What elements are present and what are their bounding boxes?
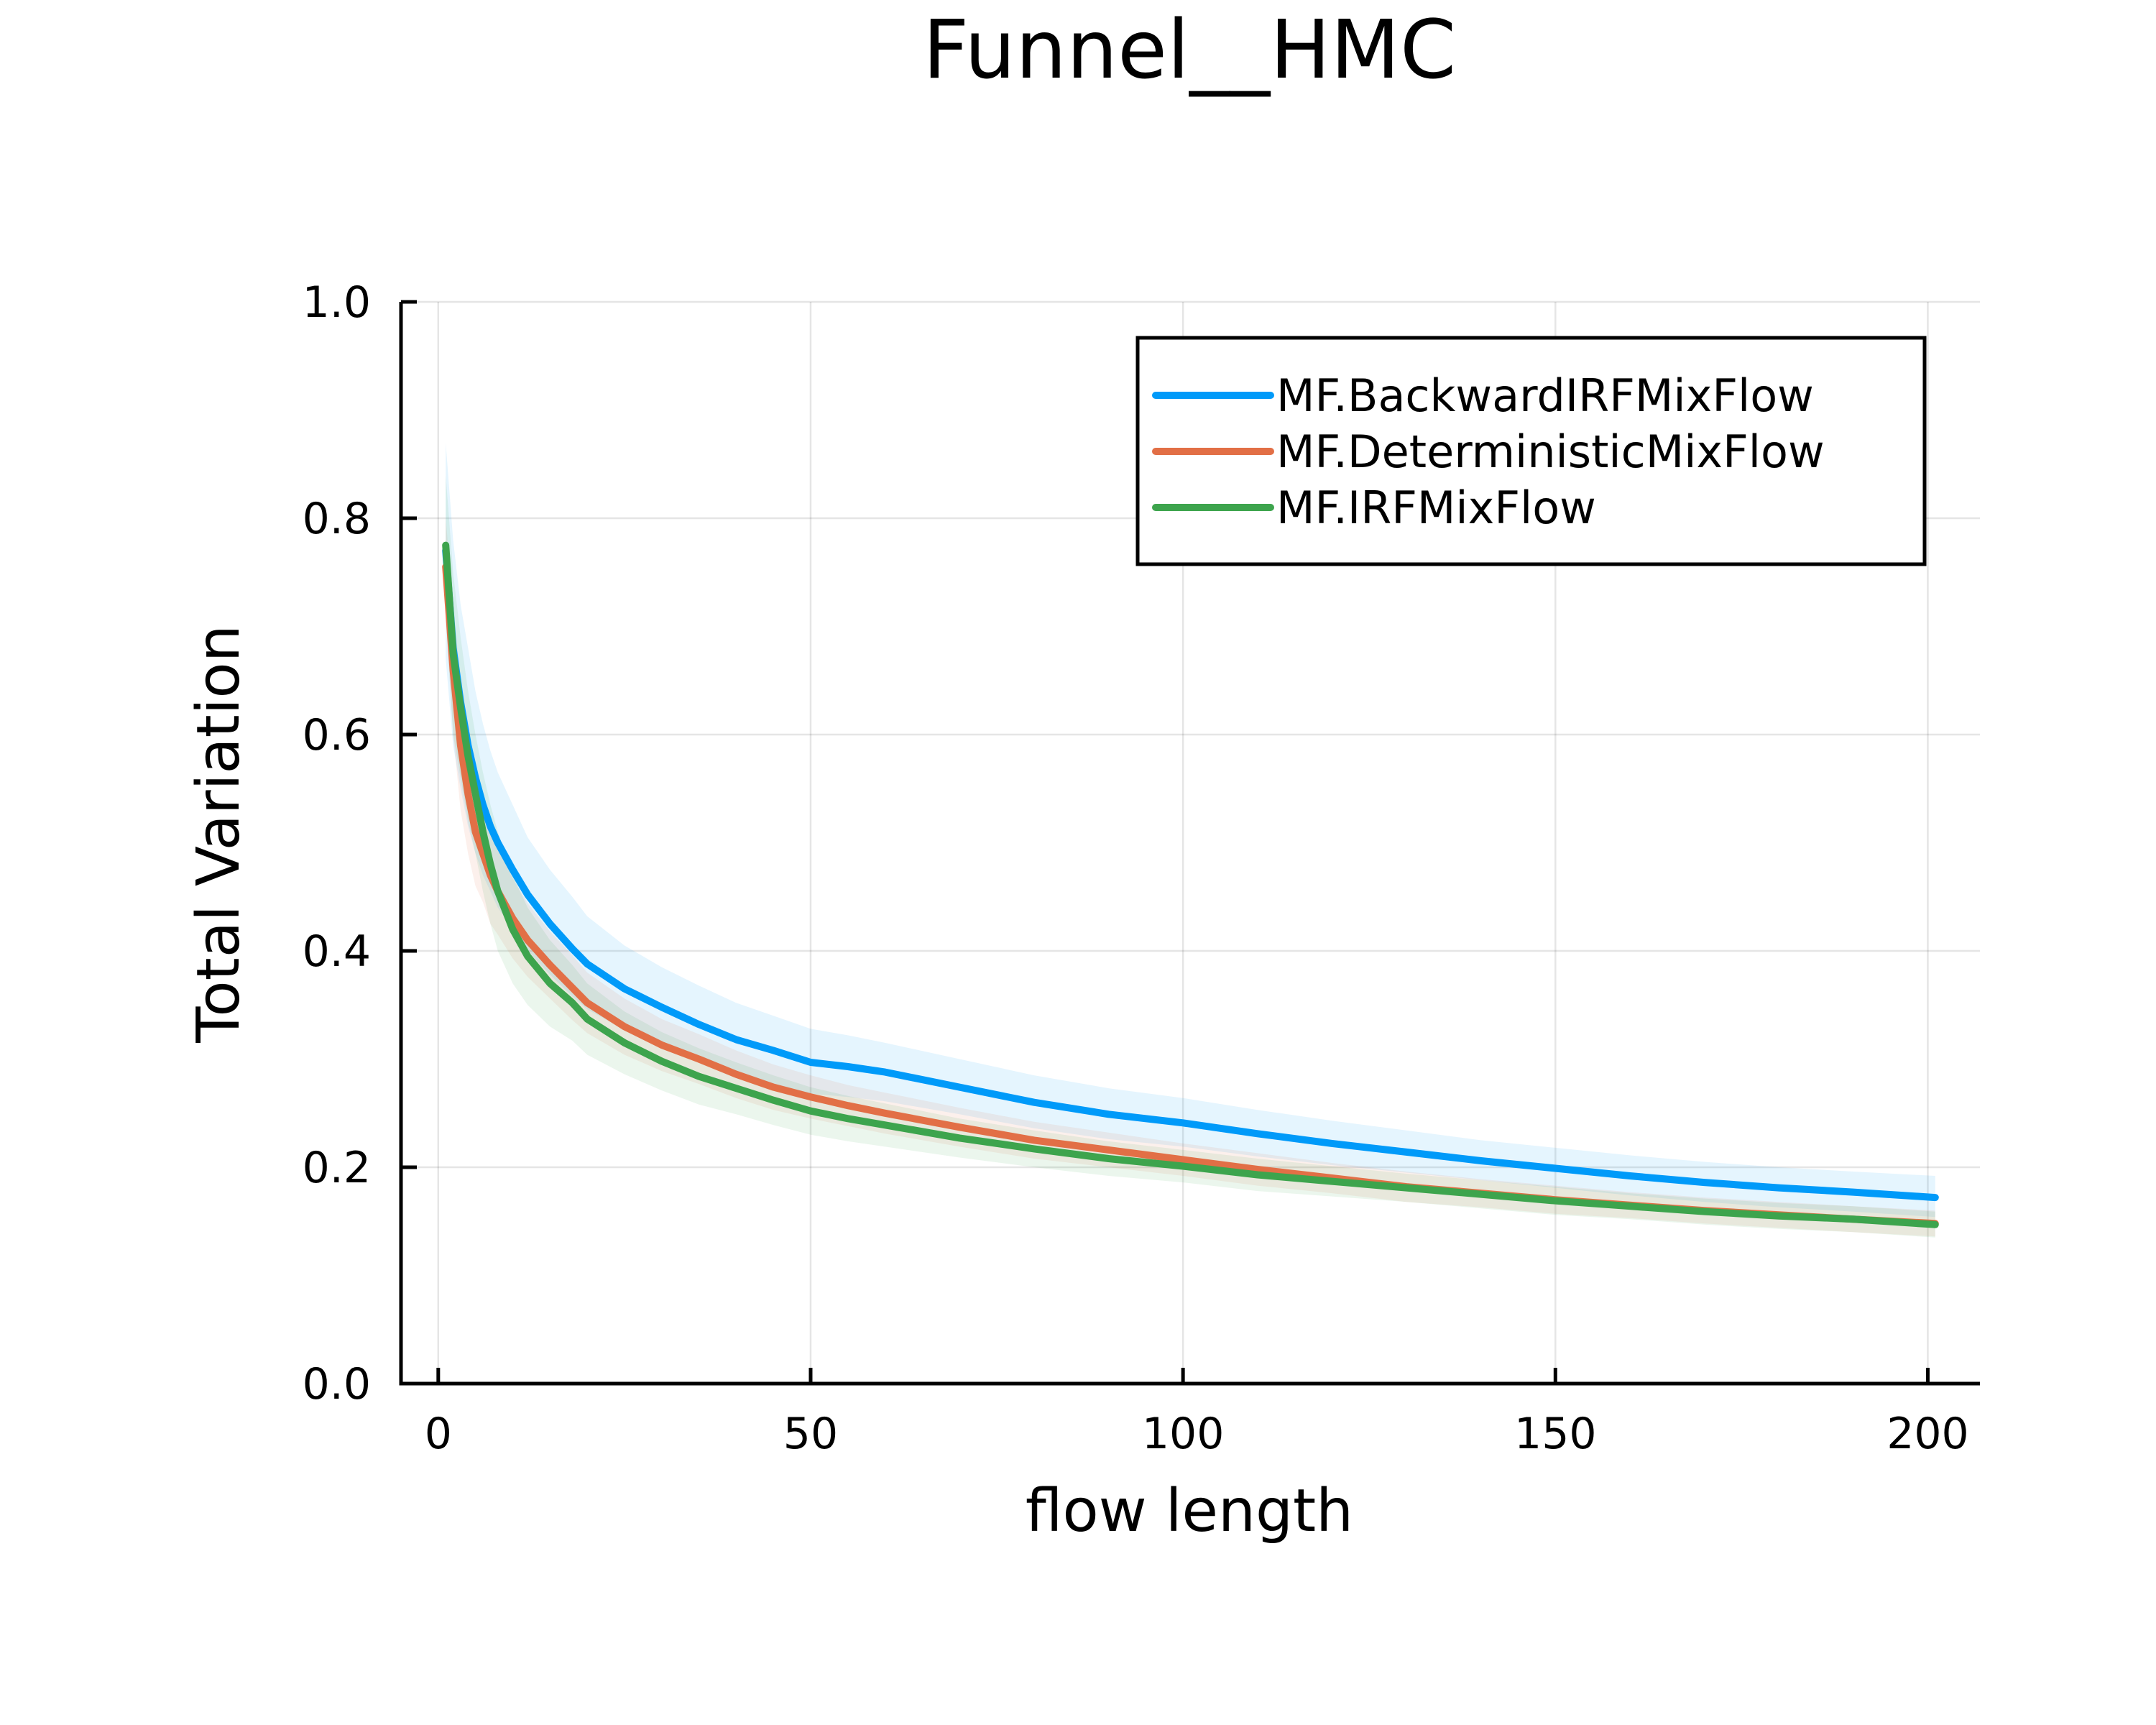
x-tick-label: 150 xyxy=(1514,1409,1597,1459)
chart-title: Funnel__HMC xyxy=(923,4,1456,97)
series-line xyxy=(442,547,1939,1202)
legend-label: MF.DeterministicMixFlow xyxy=(1276,426,1825,478)
y-tick-label: 1.0 xyxy=(303,277,371,328)
x-tick-label: 200 xyxy=(1886,1409,1969,1459)
x-axis-label: flow length xyxy=(1026,1477,1353,1545)
x-tick-label: 0 xyxy=(425,1409,452,1459)
y-tick-label: 0.8 xyxy=(303,494,371,544)
legend: MF.BackwardIRFMixFlowMF.DeterministicMix… xyxy=(1135,336,1927,566)
y-tick-label: 0.0 xyxy=(303,1359,371,1409)
legend-label: MF.IRFMixFlow xyxy=(1276,482,1596,534)
series-lines xyxy=(442,541,1939,1228)
axes: 0 50 100 150 200 0.0 0.2 0.4 0.6 0.8 1.0 xyxy=(303,277,1980,1459)
series-line xyxy=(442,541,1939,1228)
x-tick-label: 100 xyxy=(1142,1409,1225,1459)
y-tick-label: 0.4 xyxy=(303,926,371,977)
x-tick-label: 50 xyxy=(783,1409,838,1459)
y-axis-label: Total Variation xyxy=(185,625,253,1043)
y-tick-label: 0.6 xyxy=(303,710,371,760)
y-tick-label: 0.2 xyxy=(303,1143,371,1193)
legend-label: MF.BackwardIRFMixFlow xyxy=(1276,369,1814,422)
